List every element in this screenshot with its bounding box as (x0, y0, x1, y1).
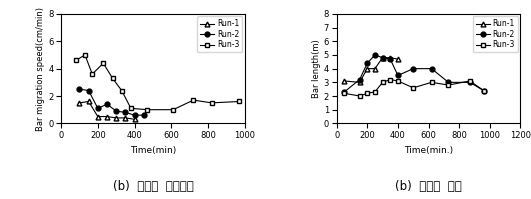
Run-1 (104, 115, 110, 118)
Run-1 (364, 67, 371, 70)
Line: Run-3: Run-3 (342, 77, 486, 99)
Run-3 (356, 95, 363, 97)
Run-2 (356, 78, 363, 81)
Line: Run-2: Run-2 (342, 53, 486, 94)
Run-1 (372, 67, 378, 70)
Run-1 (379, 57, 386, 59)
Legend: Run-1, Run-2, Run-3: Run-1, Run-2, Run-3 (197, 16, 243, 52)
Run-2 (467, 81, 473, 84)
Run-2 (131, 114, 138, 116)
Run-1 (131, 118, 138, 120)
Run-1 (85, 100, 92, 103)
Run-3 (170, 108, 176, 111)
Run-3 (100, 62, 107, 64)
Run-2 (379, 57, 386, 59)
Run-2 (387, 58, 393, 60)
Run-3 (429, 81, 435, 84)
Run-2 (76, 88, 83, 90)
Run-2 (85, 89, 92, 92)
Run-3 (89, 73, 96, 75)
Run-3 (127, 107, 134, 109)
Run-1 (95, 115, 101, 118)
Line: Run-1: Run-1 (342, 55, 400, 85)
Run-3 (118, 89, 125, 92)
Run-3 (445, 84, 451, 86)
Text: (b)  사주의  파장: (b) 사주의 파장 (395, 180, 462, 193)
Run-2 (122, 111, 129, 114)
Run-3 (364, 92, 371, 95)
Line: Run-2: Run-2 (77, 87, 146, 118)
Run-1 (113, 117, 119, 119)
Run-3 (481, 89, 487, 92)
Run-3 (144, 108, 151, 111)
Y-axis label: Bar migration speed(cm/min): Bar migration speed(cm/min) (36, 7, 45, 131)
Run-1 (122, 117, 129, 119)
Run-2 (364, 62, 371, 64)
Run-3 (341, 92, 347, 95)
Run-3 (379, 81, 386, 84)
Run-2 (481, 89, 487, 92)
Run-2 (113, 110, 119, 112)
Run-2 (95, 107, 101, 109)
Line: Run-1: Run-1 (77, 99, 137, 122)
Run-2 (395, 74, 401, 77)
Run-3 (73, 59, 79, 62)
Run-2 (429, 67, 435, 70)
Run-3 (209, 102, 215, 104)
Y-axis label: Bar length(m): Bar length(m) (312, 39, 321, 98)
Run-3 (190, 99, 196, 101)
Run-2 (445, 81, 451, 84)
Run-1 (395, 58, 401, 60)
Run-1 (356, 81, 363, 84)
Run-2 (410, 67, 416, 70)
X-axis label: Time(min.): Time(min.) (404, 146, 453, 155)
Run-2 (104, 103, 110, 105)
Run-3 (395, 80, 401, 82)
Run-3 (109, 77, 116, 79)
Run-1 (76, 102, 83, 104)
Run-3 (82, 54, 88, 56)
Run-1 (341, 80, 347, 82)
Run-1 (387, 57, 393, 59)
Run-3 (467, 80, 473, 82)
Run-2 (141, 114, 147, 116)
Run-2 (341, 91, 347, 93)
Run-3 (410, 87, 416, 89)
Run-3 (372, 91, 378, 93)
Run-2 (372, 54, 378, 56)
Legend: Run-1, Run-2, Run-3: Run-1, Run-2, Run-3 (473, 16, 518, 52)
X-axis label: Time(min): Time(min) (130, 146, 176, 155)
Run-3 (387, 78, 393, 81)
Line: Run-3: Run-3 (73, 53, 242, 112)
Text: (b)  사주의  이동속도: (b) 사주의 이동속도 (113, 180, 193, 193)
Run-3 (236, 100, 243, 103)
